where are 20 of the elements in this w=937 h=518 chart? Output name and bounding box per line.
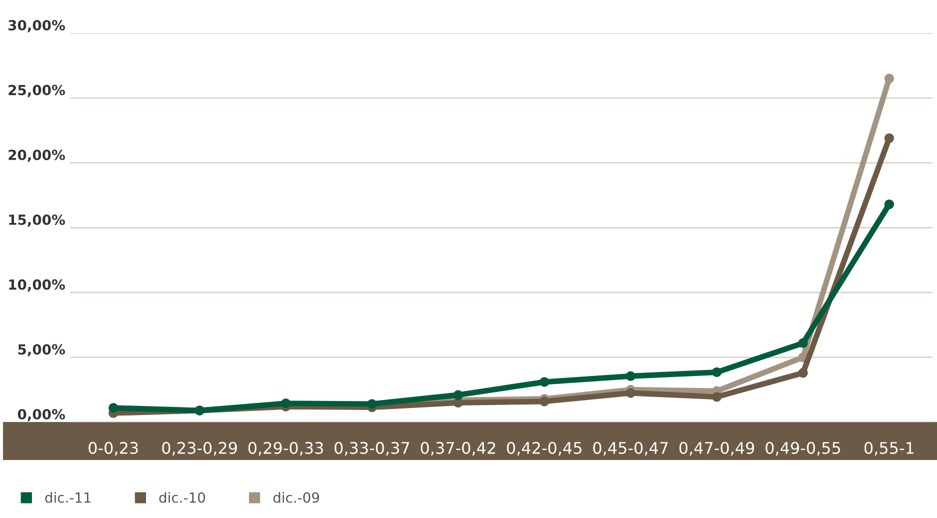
x-tick-label: 0,42-0,45 <box>507 442 582 456</box>
y-tick-label: 25,00% <box>8 84 65 98</box>
y-tick-label: 5,00% <box>18 344 65 356</box>
legend-label: dic.-09 <box>273 492 320 503</box>
y-tick-label: 0,00% <box>18 408 65 422</box>
x-tick-label: 0,29-0,33 <box>248 442 323 456</box>
x-tick-label: 0,55-1 <box>864 442 914 456</box>
y-tick-label: 20,00% <box>8 150 65 162</box>
y-tick-label: 10,00% <box>9 279 65 292</box>
legend-label: dic.-11 <box>45 492 91 503</box>
x-tick-label: 0,49-0,55 <box>766 442 840 456</box>
x-tick-label: 0,37-0,42 <box>420 442 496 456</box>
x-tick-label: 0,47-0,49 <box>679 442 754 456</box>
legend-label: dic.-10 <box>159 492 206 503</box>
x-tick-label: 0-0,23 <box>88 442 138 456</box>
x-tick-label: 0,33-0,37 <box>334 442 410 456</box>
x-tick-label: 0,45-0,47 <box>593 442 668 456</box>
x-tick-label: 0,23-0,29 <box>162 442 237 456</box>
y-tick-label: 30,00% <box>8 20 65 32</box>
y-tick-label: 15,00% <box>9 214 65 227</box>
